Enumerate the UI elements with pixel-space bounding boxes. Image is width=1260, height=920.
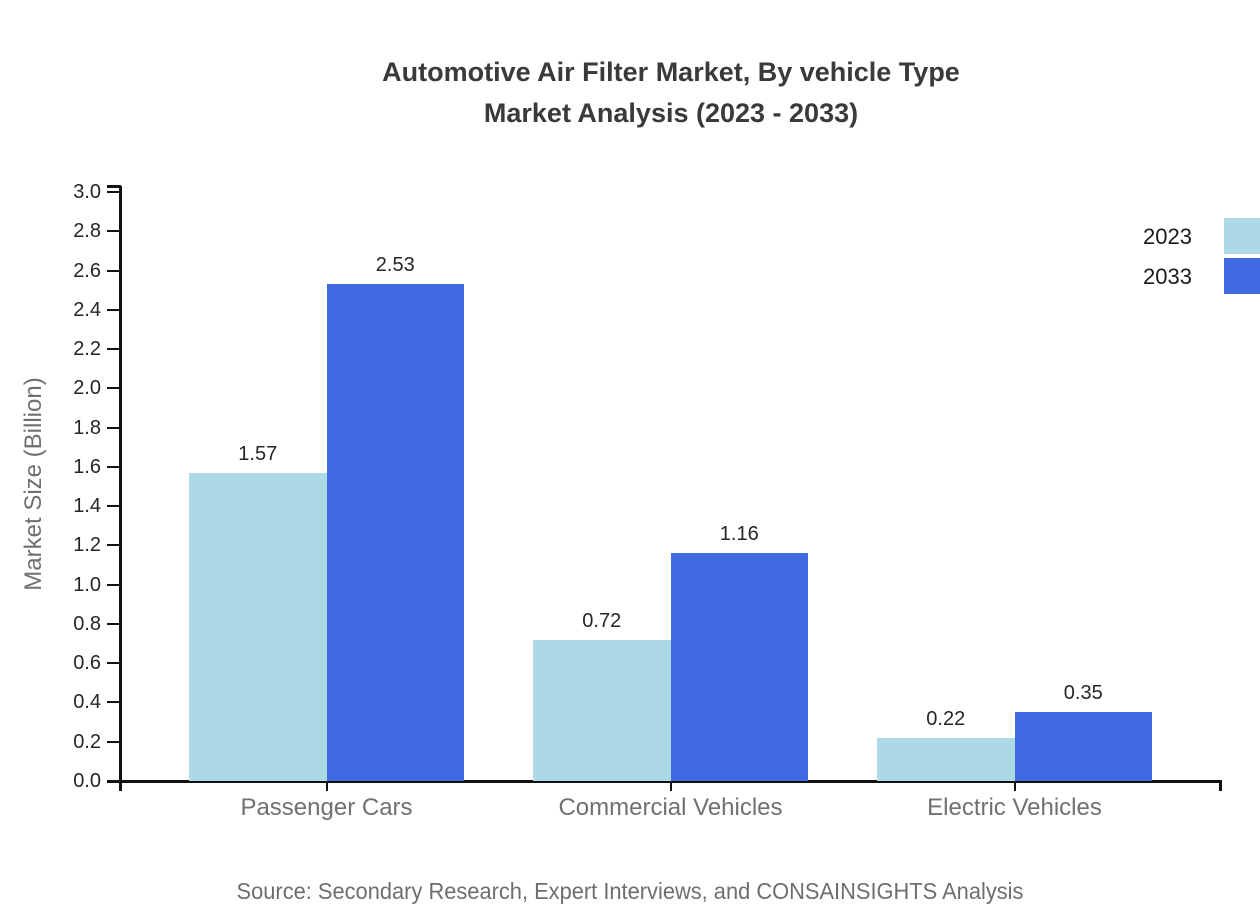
y-axis-tick: [107, 308, 121, 311]
y-axis-spine: [119, 186, 122, 791]
bar-2033: [1014, 712, 1152, 781]
y-axis-tick: [107, 544, 121, 547]
y-axis-tick-label: 1.2: [73, 534, 101, 557]
y-axis-tick: [107, 387, 121, 390]
category-label: Electric Vehicles: [927, 794, 1102, 821]
bar-value-label: 0.22: [926, 707, 966, 730]
category-label: Passenger Cars: [240, 794, 413, 821]
bar-2023: [533, 639, 671, 781]
y-axis-tick: [107, 230, 121, 233]
y-axis-tick-label: 0.4: [73, 691, 101, 714]
y-axis-top-cap: [107, 185, 121, 188]
y-axis-tick-label: 2.6: [73, 259, 101, 282]
bar-2033: [326, 284, 464, 781]
y-axis-tick-label: 0.2: [73, 730, 101, 753]
y-axis-tick: [107, 583, 121, 586]
bar-value-label: 1.16: [719, 523, 759, 546]
legend-label-2033: 2033: [1143, 264, 1192, 289]
bar-value-label: 0.35: [1063, 682, 1103, 705]
y-axis-tick: [107, 622, 121, 625]
y-axis-tick: [107, 465, 121, 468]
legend-swatch-2033: [1224, 258, 1260, 294]
bar-value-label: 2.53: [375, 254, 415, 277]
y-axis-tick: [107, 780, 121, 782]
x-axis-right-cap: [1219, 780, 1222, 791]
bar-value-label: 0.72: [582, 609, 622, 632]
y-axis-tick-label: 1.4: [73, 495, 101, 518]
chart-title-line1: Automotive Air Filter Market, By vehicle…: [382, 57, 960, 87]
y-axis-tick-label: 2.2: [73, 338, 101, 361]
x-axis-tick: [1013, 781, 1016, 791]
y-axis-tick: [107, 269, 121, 272]
y-axis-tick: [107, 426, 121, 429]
y-axis-tick-label: 0.8: [73, 612, 101, 635]
y-axis-tick: [107, 191, 121, 193]
y-axis-tick-label: 0.6: [73, 652, 101, 675]
y-axis-tick-label: 2.0: [73, 377, 101, 400]
bar-2023: [877, 737, 1015, 781]
y-axis-tick: [107, 348, 121, 351]
category-label: Commercial Vehicles: [558, 794, 783, 821]
chart-title: Automotive Air Filter Market, By vehicle…: [120, 52, 1222, 134]
y-axis-tick-label: 0.0: [73, 770, 101, 792]
bar-value-label: 1.57: [238, 442, 278, 465]
x-axis-tick: [669, 781, 672, 791]
y-axis-tick-label: 2.8: [73, 220, 101, 243]
legend-label-2023: 2023: [1143, 224, 1192, 249]
x-axis-tick: [325, 781, 328, 791]
y-axis-label: Market Size (Billion): [20, 377, 47, 591]
source-note: Source: Secondary Research, Expert Inter…: [236, 878, 1024, 904]
x-axis-spine: [107, 780, 1222, 783]
legend-swatch-2023: [1224, 218, 1260, 254]
bar-2023: [189, 472, 327, 781]
bar-2033: [670, 553, 808, 781]
y-axis-tick: [107, 701, 121, 704]
y-axis-tick: [107, 505, 121, 508]
y-axis-tick-label: 3.0: [73, 181, 101, 203]
y-axis-tick-label: 1.8: [73, 416, 101, 439]
y-axis-tick-label: 2.4: [73, 298, 101, 321]
y-axis-tick: [107, 740, 121, 743]
y-axis-tick-label: 1.6: [73, 455, 101, 478]
y-axis-tick: [107, 662, 121, 665]
chart-title-line2: Market Analysis (2023 - 2033): [483, 98, 859, 128]
y-axis-tick-label: 1.0: [73, 573, 101, 596]
